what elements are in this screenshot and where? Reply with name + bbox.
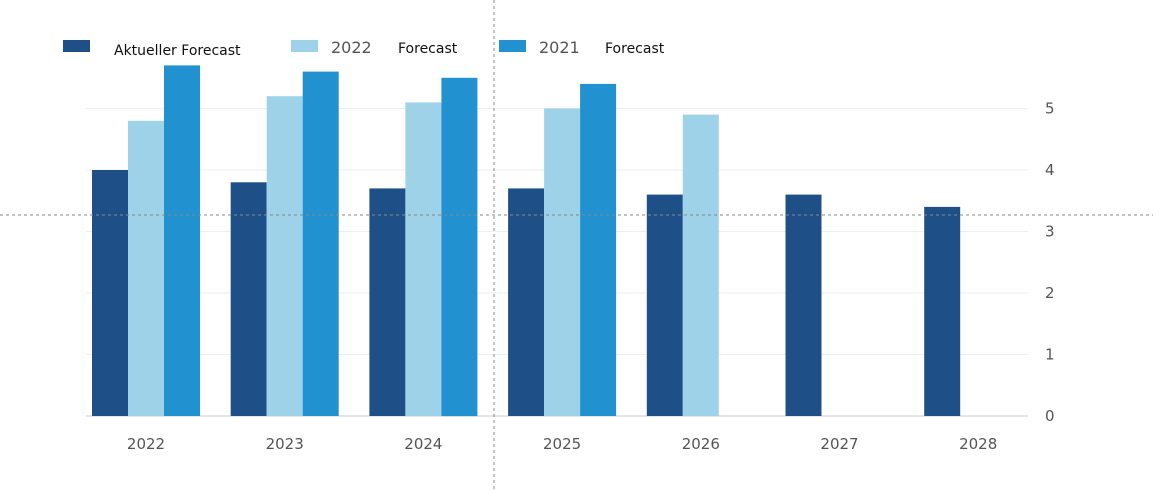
bar-series-1-2024 (405, 102, 442, 417)
x-tick-label: 2028 (959, 435, 997, 453)
bar-series-0-2022 (92, 170, 128, 416)
x-tick-label: 2024 (404, 435, 442, 453)
bar-series-0-2023 (230, 182, 267, 416)
legend-label-2021: 2021 (539, 38, 580, 57)
y-tick-label: 0 (1045, 407, 1055, 425)
bar-series-2-2024 (441, 77, 478, 417)
bar-series-1-2023 (266, 96, 303, 416)
x-tick-label: 2026 (682, 435, 720, 453)
y-tick-label: 5 (1045, 100, 1055, 118)
bar-series-0-2027 (785, 194, 822, 416)
legend: Aktueller Forecast 2022 Forecast 2021 Fo… (63, 38, 665, 59)
y-tick-label: 4 (1045, 161, 1055, 179)
bar-series-1-2025 (544, 108, 581, 416)
bar-series-1-2022 (128, 120, 164, 417)
bar-series-0-2025 (508, 188, 545, 416)
y-axis-ticks: 0 1 2 3 4 5 (1045, 100, 1055, 426)
x-tick-label: 2025 (543, 435, 581, 453)
bar-series-0-2026 (646, 194, 683, 416)
legend-label-2021-forecast: Forecast (605, 41, 665, 57)
y-tick-label: 2 (1045, 284, 1055, 302)
bar-series-2-2025 (580, 83, 617, 417)
y-tick-label: 1 (1045, 346, 1055, 364)
legend-label-2022: 2022 (331, 38, 372, 57)
bar-series-0-2028 (924, 206, 961, 416)
y-tick-label: 3 (1045, 223, 1055, 241)
bar-series-1-2026 (682, 114, 719, 416)
legend-label-2022-forecast: Forecast (398, 41, 458, 57)
x-axis-ticks: 2022 2023 2024 2025 2026 2027 2028 (127, 435, 997, 453)
bars (92, 65, 961, 417)
bar-series-0-2024 (369, 188, 406, 416)
legend-label-aktueller-forecast: Aktueller Forecast (114, 43, 241, 59)
x-tick-label: 2023 (266, 435, 304, 453)
bar-series-2-2022 (164, 65, 200, 417)
legend-swatch-2021-forecast (499, 40, 526, 52)
bar-series-2-2023 (302, 71, 339, 416)
x-tick-label: 2022 (127, 435, 165, 453)
legend-swatch-2022-forecast (291, 40, 318, 52)
legend-swatch-aktueller-forecast (63, 40, 90, 52)
x-tick-label: 2027 (820, 435, 858, 453)
